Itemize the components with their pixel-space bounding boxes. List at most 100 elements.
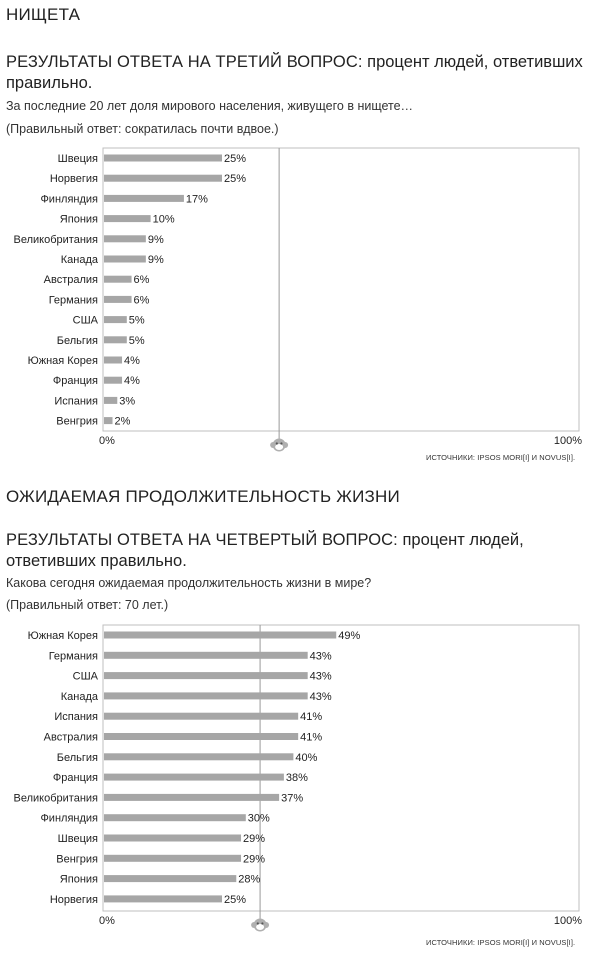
bar <box>104 417 113 425</box>
bar <box>104 356 123 364</box>
value-label: 41% <box>300 732 322 744</box>
value-label: 25% <box>224 153 246 165</box>
question-title-caps: РЕЗУЛЬТАТЫ ОТВЕТА НА ЧЕТВЕРТЫЙ ВОПРОС: <box>6 531 398 549</box>
category-label: Бельгия <box>57 752 98 764</box>
source-note: ИСТОЧНИКИ: IPSOS MORI[I] И NOVUS[I]. <box>426 938 576 947</box>
category-label: Франция <box>53 772 98 784</box>
value-label: 9% <box>148 234 164 246</box>
correct-answer: (Правильный ответ: сократилась почти вдв… <box>6 122 279 136</box>
bar <box>104 692 308 700</box>
bar <box>104 336 127 344</box>
poverty-bar-chart: Швеция 25% Норвегия 25% Финляндия 17% Япония 10… <box>14 147 582 452</box>
bar <box>104 316 127 324</box>
category-label: Канада <box>61 254 99 266</box>
value-label: 5% <box>129 315 145 327</box>
bar <box>104 895 222 903</box>
bar <box>104 814 246 822</box>
bar <box>104 753 294 761</box>
value-label: 17% <box>186 193 208 205</box>
value-label: 3% <box>119 395 135 407</box>
value-label: 25% <box>224 894 246 906</box>
value-label: 25% <box>224 173 246 185</box>
category-label: Великобритания <box>14 792 99 804</box>
question-text: Какова сегодня ожидаемая продолжительнос… <box>6 576 372 590</box>
value-label: 43% <box>310 671 332 683</box>
category-label: Южная Корея <box>28 355 98 367</box>
value-label: 43% <box>310 691 332 703</box>
category-label: Венгрия <box>56 853 98 865</box>
category-label: США <box>73 315 99 327</box>
category-label: Германия <box>49 650 98 662</box>
category-label: Япония <box>60 874 98 886</box>
bar <box>104 376 123 384</box>
category-label: Франция <box>53 375 98 387</box>
category-label: Бельгия <box>57 335 98 347</box>
value-label: 9% <box>148 254 164 266</box>
category-label: Венгрия <box>56 416 98 428</box>
bar <box>104 154 222 162</box>
source-note: ИСТОЧНИКИ: IPSOS MORI[I] И NOVUS[I]. <box>426 453 576 462</box>
monkey-icon <box>251 918 270 932</box>
tick-label: 0% <box>99 915 115 927</box>
bar <box>104 215 151 223</box>
value-label: 49% <box>338 630 360 642</box>
category-label: Южная Корея <box>28 630 98 642</box>
bar <box>104 174 222 182</box>
category-label: Австралия <box>44 732 98 744</box>
category-label: Норвегия <box>50 894 98 906</box>
question-title-rest: процент людей, ответивших правильно. <box>6 531 524 570</box>
value-label: 10% <box>153 214 175 226</box>
value-label: 28% <box>238 874 260 886</box>
category-label: Великобритания <box>14 234 99 246</box>
tick-label: 100% <box>554 915 582 927</box>
value-label: 2% <box>115 416 131 428</box>
question-title-4: РЕЗУЛЬТАТЫ ОТВЕТА НА ЧЕТВЕРТЫЙ ВОПРОС: п… <box>6 530 591 572</box>
category-label: Испания <box>54 711 98 723</box>
category-label: Испания <box>54 395 98 407</box>
bar <box>104 396 118 404</box>
bar <box>104 733 299 740</box>
question-title-3: РЕЗУЛЬТАТЫ ОТВЕТА НА ТРЕТИЙ ВОПРОС: проц… <box>6 52 591 94</box>
category-label: Канада <box>61 691 99 703</box>
bar <box>104 773 284 781</box>
bar <box>104 275 132 283</box>
value-label: 29% <box>243 853 265 865</box>
bar <box>104 712 299 720</box>
bar <box>104 875 237 883</box>
value-label: 37% <box>281 792 303 804</box>
value-label: 4% <box>124 355 140 367</box>
value-label: 43% <box>310 650 332 662</box>
plot-frame <box>102 624 580 912</box>
section-heading-life-expectancy: ОЖИДАЕМАЯ ПРОДОЛЖИТЕЛЬНОСТЬ ЖИЗНИ <box>6 487 400 506</box>
bar <box>104 793 280 801</box>
bar <box>104 834 242 842</box>
bar <box>104 672 308 680</box>
bar <box>104 854 242 862</box>
category-label: Финляндия <box>40 813 98 825</box>
bar <box>104 295 132 303</box>
tick-label: 0% <box>99 435 115 447</box>
category-label: Германия <box>49 294 98 306</box>
bar <box>104 631 337 639</box>
value-label: 41% <box>300 711 322 723</box>
question-title-caps: РЕЗУЛЬТАТЫ ОТВЕТА НА ТРЕТИЙ ВОПРОС: <box>6 53 363 71</box>
monkey-icon <box>270 438 289 452</box>
tick-label: 100% <box>554 435 582 447</box>
value-label: 40% <box>295 752 317 764</box>
plot-frame <box>102 147 580 432</box>
category-label: Швеция <box>58 833 98 845</box>
bar <box>104 255 146 263</box>
bar <box>104 235 146 243</box>
category-label: Швеция <box>58 153 98 165</box>
value-label: 30% <box>248 813 270 825</box>
life-expectancy-bar-chart: Южная Корея 49% Германия 43% США 43% Канада 43%… <box>14 624 582 932</box>
section-heading-poverty: НИЩЕТА <box>6 5 81 24</box>
value-label: 5% <box>129 335 145 347</box>
category-label: Япония <box>60 214 98 226</box>
category-label: Финляндия <box>40 193 98 205</box>
value-label: 38% <box>286 772 308 784</box>
value-label: 6% <box>134 294 150 306</box>
value-label: 29% <box>243 833 265 845</box>
correct-answer: (Правильный ответ: 70 лет.) <box>6 598 169 612</box>
question-title-rest: процент людей, ответивших правильно. <box>6 53 583 92</box>
